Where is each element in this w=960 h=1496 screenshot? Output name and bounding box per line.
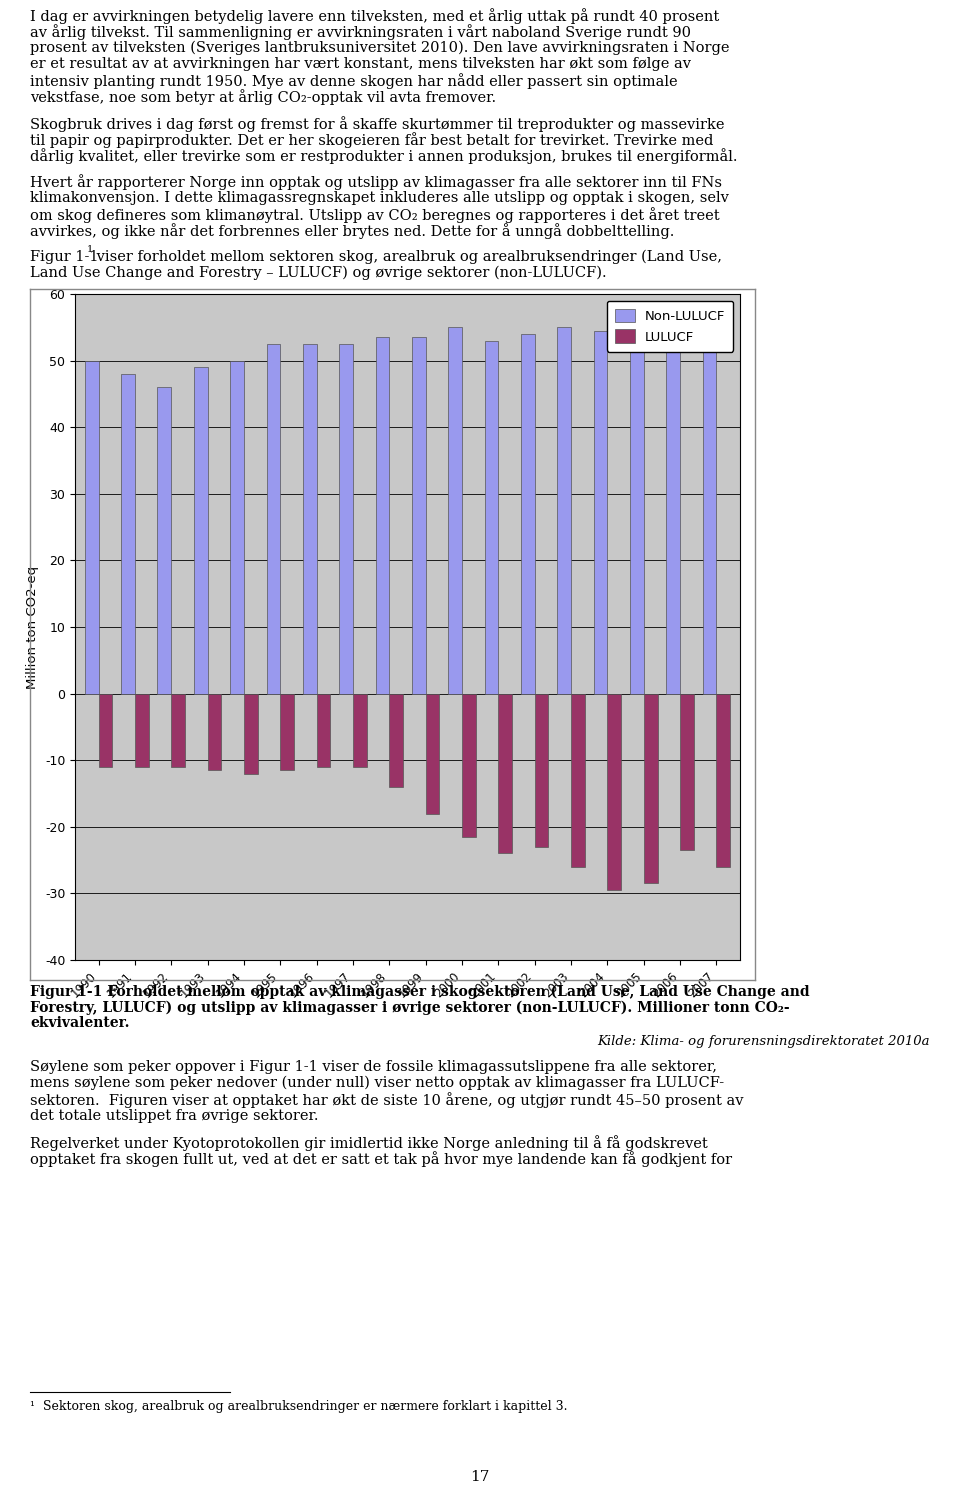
Bar: [375, 338, 390, 694]
Text: Forestry, LULUCF) og utslipp av klimagasser i øvrige sektorer (non-LULUCF). Mill: Forestry, LULUCF) og utslipp av klimagas…: [30, 1001, 790, 1014]
Bar: [608, 694, 621, 890]
Bar: [666, 338, 680, 694]
Text: Søylene som peker oppover i Figur 1-1 viser de fossile klimagassutslippene fra a: Søylene som peker oppover i Figur 1-1 vi…: [30, 1059, 717, 1074]
Text: Figur 1-1: Figur 1-1: [30, 250, 99, 263]
Text: er et resultat av at avvirkningen har vært konstant, mens tilveksten har økt som: er et resultat av at avvirkningen har væ…: [30, 57, 691, 70]
Bar: [317, 694, 330, 767]
Text: klimakonvensjon. I dette klimagassregnskapet inkluderes alle utslipp og opptak i: klimakonvensjon. I dette klimagassregnsk…: [30, 191, 729, 205]
Text: Land Use Change and Forestry – LULUCF) og øvrige sektorer (non-LULUCF).: Land Use Change and Forestry – LULUCF) o…: [30, 266, 607, 280]
Text: vekstfase, noe som betyr at årlig CO₂-opptak vil avta fremover.: vekstfase, noe som betyr at årlig CO₂-op…: [30, 90, 496, 105]
Bar: [644, 694, 658, 884]
Bar: [630, 338, 644, 694]
Text: prosent av tilveksten (Sveriges lantbruksuniversitet 2010). Den lave avvirknings: prosent av tilveksten (Sveriges lantbruk…: [30, 40, 730, 55]
Text: opptaket fra skogen fullt ut, ved at det er satt et tak på hvor mye landende kan: opptaket fra skogen fullt ut, ved at det…: [30, 1150, 732, 1167]
Bar: [207, 694, 222, 770]
Bar: [448, 328, 462, 694]
Bar: [485, 341, 498, 694]
Bar: [593, 331, 608, 694]
Bar: [121, 374, 135, 694]
Text: til papir og papirprodukter. Det er her skogeieren får best betalt for trevirket: til papir og papirprodukter. Det er her …: [30, 132, 713, 148]
Text: 1: 1: [87, 244, 93, 254]
Bar: [680, 694, 694, 850]
Bar: [302, 344, 317, 694]
Bar: [412, 338, 425, 694]
Text: ekvivalenter.: ekvivalenter.: [30, 1016, 130, 1031]
Bar: [230, 361, 244, 694]
Bar: [557, 328, 571, 694]
Text: viser forholdet mellom sektoren skog, arealbruk og arealbruksendringer (Land Use: viser forholdet mellom sektoren skog, ar…: [92, 250, 722, 263]
Text: Figur 1-1 Forholdet mellom opptak av klimagasser i skogsektoren (Land Use, Land : Figur 1-1 Forholdet mellom opptak av kli…: [30, 984, 809, 999]
Bar: [157, 387, 171, 694]
Text: sektoren.  Figuren viser at opptaket har økt de siste 10 årene, og utgjør rundt : sektoren. Figuren viser at opptaket har …: [30, 1092, 743, 1109]
Text: avvirkes, og ikke når det forbrennes eller brytes ned. Dette for å unngå dobbelt: avvirkes, og ikke når det forbrennes ell…: [30, 223, 674, 239]
Bar: [84, 361, 99, 694]
Bar: [535, 694, 548, 847]
Bar: [267, 344, 280, 694]
Text: 17: 17: [470, 1471, 490, 1484]
Y-axis label: Million ton CO2-eq: Million ton CO2-eq: [26, 565, 39, 688]
Bar: [390, 694, 403, 787]
Text: om skog defineres som klimanøytral. Utslipp av CO₂ beregnes og rapporteres i det: om skog defineres som klimanøytral. Utsl…: [30, 206, 720, 223]
Text: Skogbruk drives i dag først og fremst for å skaffe skurtømmer til treprodukter o: Skogbruk drives i dag først og fremst fo…: [30, 115, 725, 132]
Text: dårlig kvalitet, eller trevirke som er restprodukter i annen produksjon, brukes : dårlig kvalitet, eller trevirke som er r…: [30, 148, 737, 165]
Bar: [244, 694, 258, 773]
Text: Regelverket under Kyotoprotokollen gir imidlertid ikke Norge anledning til å få : Regelverket under Kyotoprotokollen gir i…: [30, 1135, 708, 1150]
Text: Hvert år rapporterer Norge inn opptak og utslipp av klimagasser fra alle sektore: Hvert år rapporterer Norge inn opptak og…: [30, 175, 722, 190]
Text: Kilde: Klima- og forurensningsdirektoratet 2010a: Kilde: Klima- og forurensningsdirektorat…: [597, 1035, 930, 1049]
Bar: [425, 694, 440, 814]
Bar: [462, 694, 476, 836]
Bar: [703, 325, 716, 694]
Bar: [521, 334, 535, 694]
Text: det totale utslippet fra øvrige sektorer.: det totale utslippet fra øvrige sektorer…: [30, 1109, 319, 1122]
Bar: [339, 344, 353, 694]
Bar: [571, 694, 585, 866]
Bar: [171, 694, 185, 767]
Bar: [716, 694, 731, 866]
Bar: [194, 368, 207, 694]
Bar: [498, 694, 512, 853]
Text: mens søylene som peker nedover (under null) viser netto opptak av klimagasser fr: mens søylene som peker nedover (under nu…: [30, 1076, 724, 1091]
Text: intensiv planting rundt 1950. Mye av denne skogen har nådd eller passert sin opt: intensiv planting rundt 1950. Mye av den…: [30, 73, 678, 88]
Text: I dag er avvirkningen betydelig lavere enn tilveksten, med et årlig uttak på run: I dag er avvirkningen betydelig lavere e…: [30, 7, 719, 24]
Bar: [280, 694, 294, 770]
Bar: [99, 694, 112, 767]
Text: av årlig tilvekst. Til sammenligning er avvirkningsraten i vårt naboland Sverige: av årlig tilvekst. Til sammenligning er …: [30, 24, 691, 40]
Bar: [135, 694, 149, 767]
Legend: Non-LULUCF, LULUCF: Non-LULUCF, LULUCF: [607, 301, 733, 352]
Text: ¹  Sektoren skog, arealbruk og arealbruksendringer er nærmere forklart i kapitte: ¹ Sektoren skog, arealbruk og arealbruks…: [30, 1400, 567, 1414]
Bar: [353, 694, 367, 767]
